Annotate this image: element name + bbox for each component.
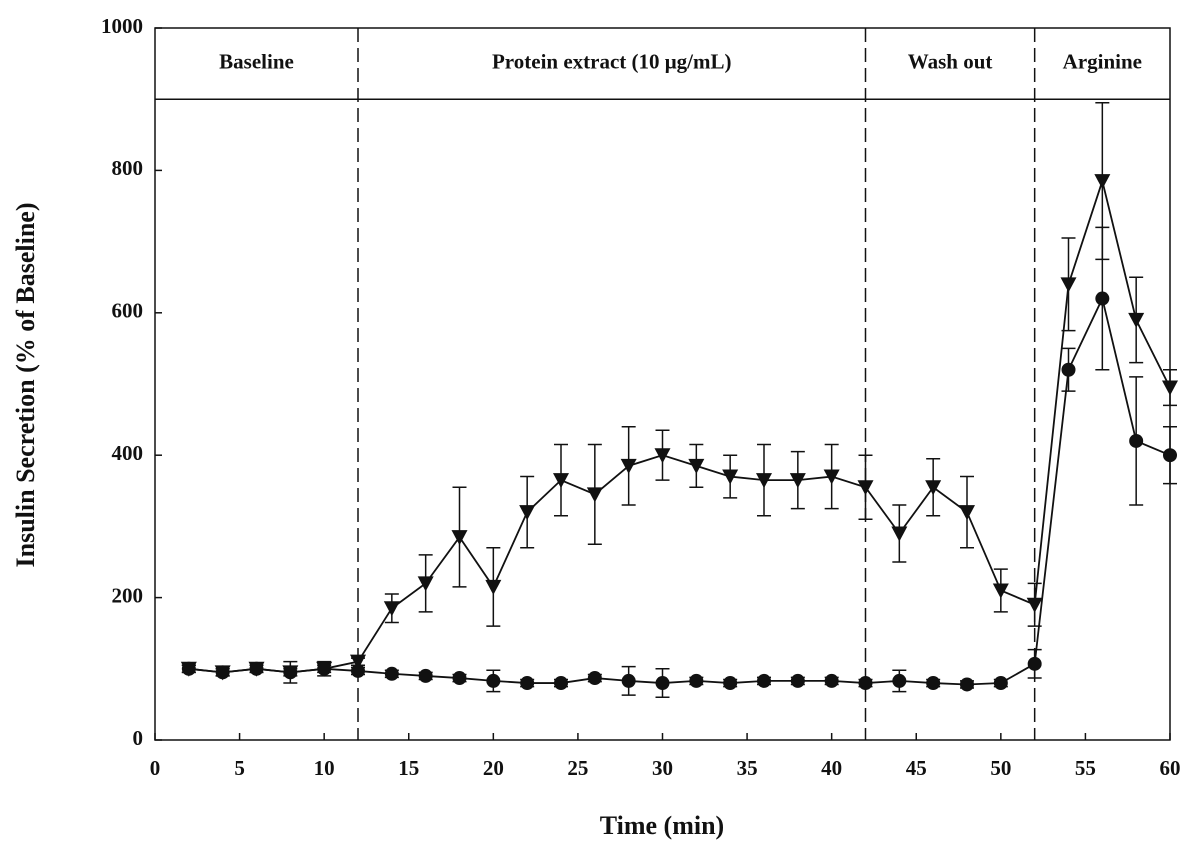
point bbox=[485, 579, 502, 595]
plot-frame bbox=[154, 27, 1171, 741]
point bbox=[1128, 312, 1145, 328]
point bbox=[384, 666, 399, 681]
point bbox=[925, 480, 942, 496]
x-tick-label: 60 bbox=[1160, 756, 1181, 780]
point bbox=[823, 469, 840, 485]
point bbox=[519, 505, 536, 521]
point bbox=[486, 673, 501, 688]
point bbox=[891, 526, 908, 542]
x-tick-label: 5 bbox=[234, 756, 245, 780]
x-tick-label: 25 bbox=[567, 756, 588, 780]
point bbox=[587, 671, 602, 686]
point bbox=[621, 673, 636, 688]
point bbox=[383, 601, 400, 617]
point bbox=[1027, 656, 1042, 671]
point bbox=[992, 583, 1009, 599]
y-tick-label: 800 bbox=[112, 156, 144, 180]
point bbox=[620, 458, 637, 474]
point bbox=[1061, 362, 1076, 377]
point bbox=[959, 505, 975, 521]
point bbox=[553, 473, 569, 489]
y-tick-label: 400 bbox=[112, 441, 144, 465]
point bbox=[790, 673, 805, 688]
point bbox=[554, 676, 568, 691]
point bbox=[586, 487, 603, 503]
point bbox=[417, 576, 434, 592]
point bbox=[993, 676, 1008, 691]
point bbox=[756, 473, 772, 489]
phase-label: Arginine bbox=[1063, 49, 1142, 73]
x-tick-label: 15 bbox=[398, 756, 419, 780]
y-axis-label: Insulin Secretion (% of Baseline) bbox=[11, 203, 40, 568]
point bbox=[858, 676, 873, 691]
point bbox=[960, 677, 974, 692]
point bbox=[757, 673, 771, 688]
point bbox=[892, 673, 907, 688]
point bbox=[317, 661, 332, 676]
point bbox=[789, 473, 806, 489]
point bbox=[418, 668, 433, 683]
point bbox=[283, 665, 298, 680]
series-line bbox=[188, 295, 1171, 686]
point bbox=[1129, 433, 1144, 448]
phase-label: Wash out bbox=[908, 49, 993, 73]
x-tick-label: 55 bbox=[1075, 756, 1096, 780]
phase-label: Protein extract (10 μg/mL) bbox=[492, 49, 732, 73]
x-tick-label: 20 bbox=[483, 756, 504, 780]
phase-label: Baseline bbox=[219, 49, 294, 73]
y-tick-label: 1000 bbox=[101, 14, 143, 38]
point bbox=[926, 676, 941, 691]
point bbox=[689, 673, 704, 688]
point bbox=[1163, 448, 1177, 463]
point bbox=[723, 676, 738, 691]
point bbox=[520, 676, 535, 691]
series-line bbox=[188, 177, 1171, 674]
x-tick-label: 35 bbox=[737, 756, 758, 780]
point bbox=[654, 448, 671, 464]
x-tick-label: 50 bbox=[990, 756, 1011, 780]
y-tick-label: 200 bbox=[112, 583, 144, 607]
point bbox=[351, 663, 365, 678]
point bbox=[655, 676, 670, 691]
point bbox=[688, 458, 705, 474]
x-tick-label: 30 bbox=[652, 756, 673, 780]
point bbox=[1094, 174, 1111, 190]
point bbox=[350, 654, 366, 670]
point bbox=[824, 673, 839, 688]
x-tick-label: 40 bbox=[821, 756, 842, 780]
point bbox=[215, 665, 230, 680]
x-tick-label: 45 bbox=[906, 756, 927, 780]
point bbox=[1095, 291, 1110, 306]
point bbox=[857, 480, 874, 496]
point bbox=[452, 671, 467, 686]
point bbox=[722, 469, 739, 485]
point bbox=[1162, 380, 1178, 396]
point bbox=[1026, 597, 1043, 613]
point bbox=[181, 661, 196, 676]
y-tick-label: 0 bbox=[133, 726, 144, 750]
y-tick-label: 600 bbox=[112, 299, 144, 323]
point bbox=[1060, 277, 1077, 293]
point bbox=[451, 530, 468, 546]
x-axis-label: Time (min) bbox=[600, 811, 724, 840]
x-tick-label: 0 bbox=[150, 756, 161, 780]
x-tick-label: 10 bbox=[314, 756, 335, 780]
point bbox=[249, 661, 264, 676]
